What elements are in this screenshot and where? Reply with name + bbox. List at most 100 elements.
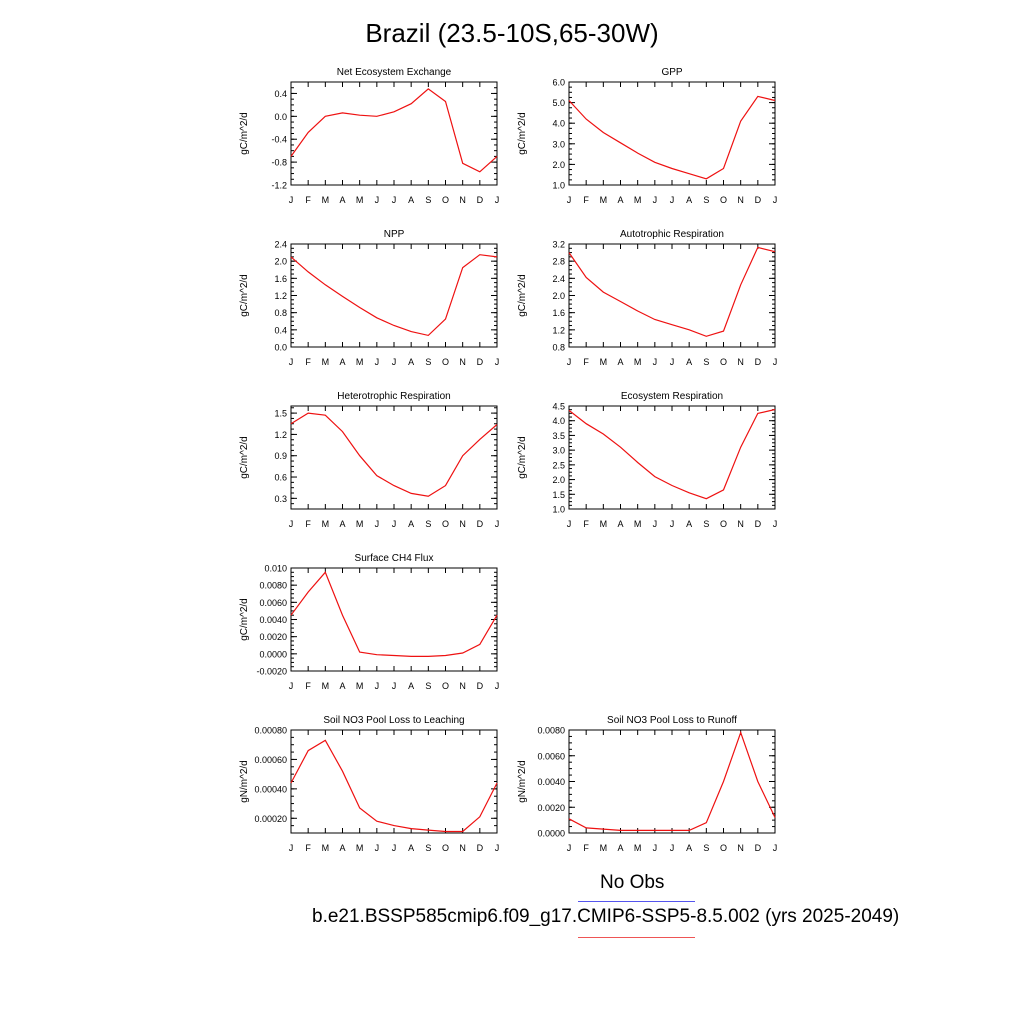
panel-6-xtick-label: N	[737, 519, 744, 529]
panel-8-xtick-label: J	[375, 843, 380, 853]
panel-9-xtick-label: S	[703, 843, 709, 853]
panel-1-xtick-label: D	[477, 195, 484, 205]
panel-7-xtick-label: A	[408, 681, 414, 691]
panel-3-xtick-label: J	[495, 357, 500, 367]
panel-2-title: GPP	[661, 67, 682, 78]
panel-2-xtick-label: M	[634, 195, 642, 205]
panel-7-ylabel: gC/m^2/d	[239, 598, 250, 641]
panel-7-ytick-label: 0.0040	[259, 615, 287, 625]
panel-4-ytick-label: 2.8	[552, 257, 565, 267]
panel-5-xtick-label: F	[305, 519, 311, 529]
panel-9-ytick-label: 0.0080	[537, 726, 565, 736]
panel-9-xtick-label: A	[686, 843, 692, 853]
panel-4-xtick-label: A	[617, 357, 623, 367]
panel-7-ytick-label: 0.0060	[259, 598, 287, 608]
panel-7-series-line	[290, 571, 498, 658]
panel-1-ytick-label: -0.4	[271, 135, 287, 145]
figure-title: Brazil (23.5-10S,65-30W)	[365, 18, 659, 48]
panel-7-xtick-label: M	[356, 681, 364, 691]
panel-4-xtick-label: D	[755, 357, 762, 367]
panel-6-xtick-label: S	[703, 519, 709, 529]
panel-4-frame	[568, 243, 776, 348]
panel-8-xtick-label: A	[408, 843, 414, 853]
panel-9-xtick-label: J	[670, 843, 675, 853]
panel-5-xtick-label: N	[459, 519, 466, 529]
panel-6-xtick-label: M	[634, 519, 642, 529]
panel-1-xtick-label: J	[392, 195, 397, 205]
panel-2-ytick-label: 3.0	[552, 139, 565, 149]
panel-1-xtick-label: J	[495, 195, 500, 205]
panel-5-ytick-label: 1.2	[274, 430, 287, 440]
panel-1-ytick-label: -0.8	[271, 158, 287, 168]
panel-9-ylabel: gN/m^2/d	[517, 760, 528, 803]
panel-3-ytick-label: 0.0	[274, 343, 287, 353]
panel-3-xtick-label: S	[425, 357, 431, 367]
panel-2-xtick-label: S	[703, 195, 709, 205]
panel-1-ytick-label: 0.0	[274, 112, 287, 122]
panel-9-frame	[568, 729, 776, 834]
panel-1-xtick-label: J	[375, 195, 380, 205]
panel-3-ytick-label: 2.4	[274, 240, 287, 250]
panel-4-xtick-label: J	[653, 357, 658, 367]
panel-8-xtick-label: M	[356, 843, 364, 853]
panel-5-ylabel: gC/m^2/d	[239, 436, 250, 479]
panel-5-xtick-label: A	[339, 519, 345, 529]
legend-case-label: b.e21.BSSP585cmip6.f09_g17.CMIP6-SSP5-8.…	[312, 906, 900, 927]
panel-3-xtick-label: A	[408, 357, 414, 367]
panel-8-xtick-label: D	[477, 843, 484, 853]
panel-5-xtick-label: A	[408, 519, 414, 529]
panel-8-xtick-label: J	[495, 843, 500, 853]
panel-7-ytick-label: 0.0000	[259, 649, 287, 659]
panel-5-xtick-label: J	[289, 519, 294, 529]
panel-9-xtick-label: F	[583, 843, 589, 853]
panel-9-ytick-label: 0.0020	[537, 803, 565, 813]
panel-9-ytick-label: 0.0000	[537, 829, 565, 839]
legend-obs-line	[578, 901, 695, 902]
panel-1-ytick-label: 0.4	[274, 89, 287, 99]
panel-3-xtick-label: A	[339, 357, 345, 367]
panel-6-xtick-label: A	[617, 519, 623, 529]
panel-7-xtick-label: S	[425, 681, 431, 691]
panel-3-ylabel: gC/m^2/d	[239, 274, 250, 317]
panel-3-ytick-label: 1.2	[274, 291, 287, 301]
panel-4-ylabel: gC/m^2/d	[517, 274, 528, 317]
panel-9-ytick-label: 0.0060	[537, 751, 565, 761]
panel-9-xtick-label: J	[653, 843, 658, 853]
panel-6-series-line	[568, 408, 776, 500]
panel-5-ytick-label: 0.3	[274, 494, 287, 504]
panel-1-ylabel: gC/m^2/d	[239, 112, 250, 155]
panel-7-xtick-label: J	[289, 681, 294, 691]
panel-5-xtick-label: O	[442, 519, 449, 529]
panel-4-ytick-label: 2.0	[552, 291, 565, 301]
panel-6-xtick-label: F	[583, 519, 589, 529]
legend-obs-label: No Obs	[600, 872, 665, 893]
panel-4-ytick-label: 1.2	[552, 325, 565, 335]
panel-9-xtick-label: O	[720, 843, 727, 853]
panel-4-xtick-label: N	[737, 357, 744, 367]
legend-case-line	[578, 937, 695, 938]
panel-8-xtick-label: M	[322, 843, 330, 853]
panel-2-ytick-label: 6.0	[552, 78, 565, 88]
panel-2-xtick-label: A	[617, 195, 623, 205]
panel-1-series-line	[290, 88, 498, 173]
panel-3-xtick-label: M	[322, 357, 330, 367]
panel-2-xtick-label: D	[755, 195, 762, 205]
panel-7-ytick-label: 0.0080	[259, 581, 287, 591]
panel-4-ytick-label: 1.6	[552, 308, 565, 318]
panel-1-xtick-label: J	[289, 195, 294, 205]
panel-2-ytick-label: 5.0	[552, 98, 565, 108]
panel-9-xtick-label: M	[634, 843, 642, 853]
panel-2-frame	[568, 81, 776, 186]
panel-7-xtick-label: A	[339, 681, 345, 691]
panel-9-xtick-label: J	[773, 843, 778, 853]
panel-6-ytick-label: 4.5	[552, 402, 565, 412]
panel-2-ylabel: gC/m^2/d	[517, 112, 528, 155]
panel-1-title: Net Ecosystem Exchange	[337, 67, 452, 78]
panel-8-ytick-label: 0.00080	[254, 726, 287, 736]
panel-5-ytick-label: 0.9	[274, 451, 287, 461]
panel-3-xtick-label: N	[459, 357, 466, 367]
panel-9-xtick-label: M	[600, 843, 608, 853]
panel-6-ytick-label: 3.0	[552, 446, 565, 456]
panel-4-series-line	[568, 246, 776, 337]
panel-7-xtick-label: J	[375, 681, 380, 691]
